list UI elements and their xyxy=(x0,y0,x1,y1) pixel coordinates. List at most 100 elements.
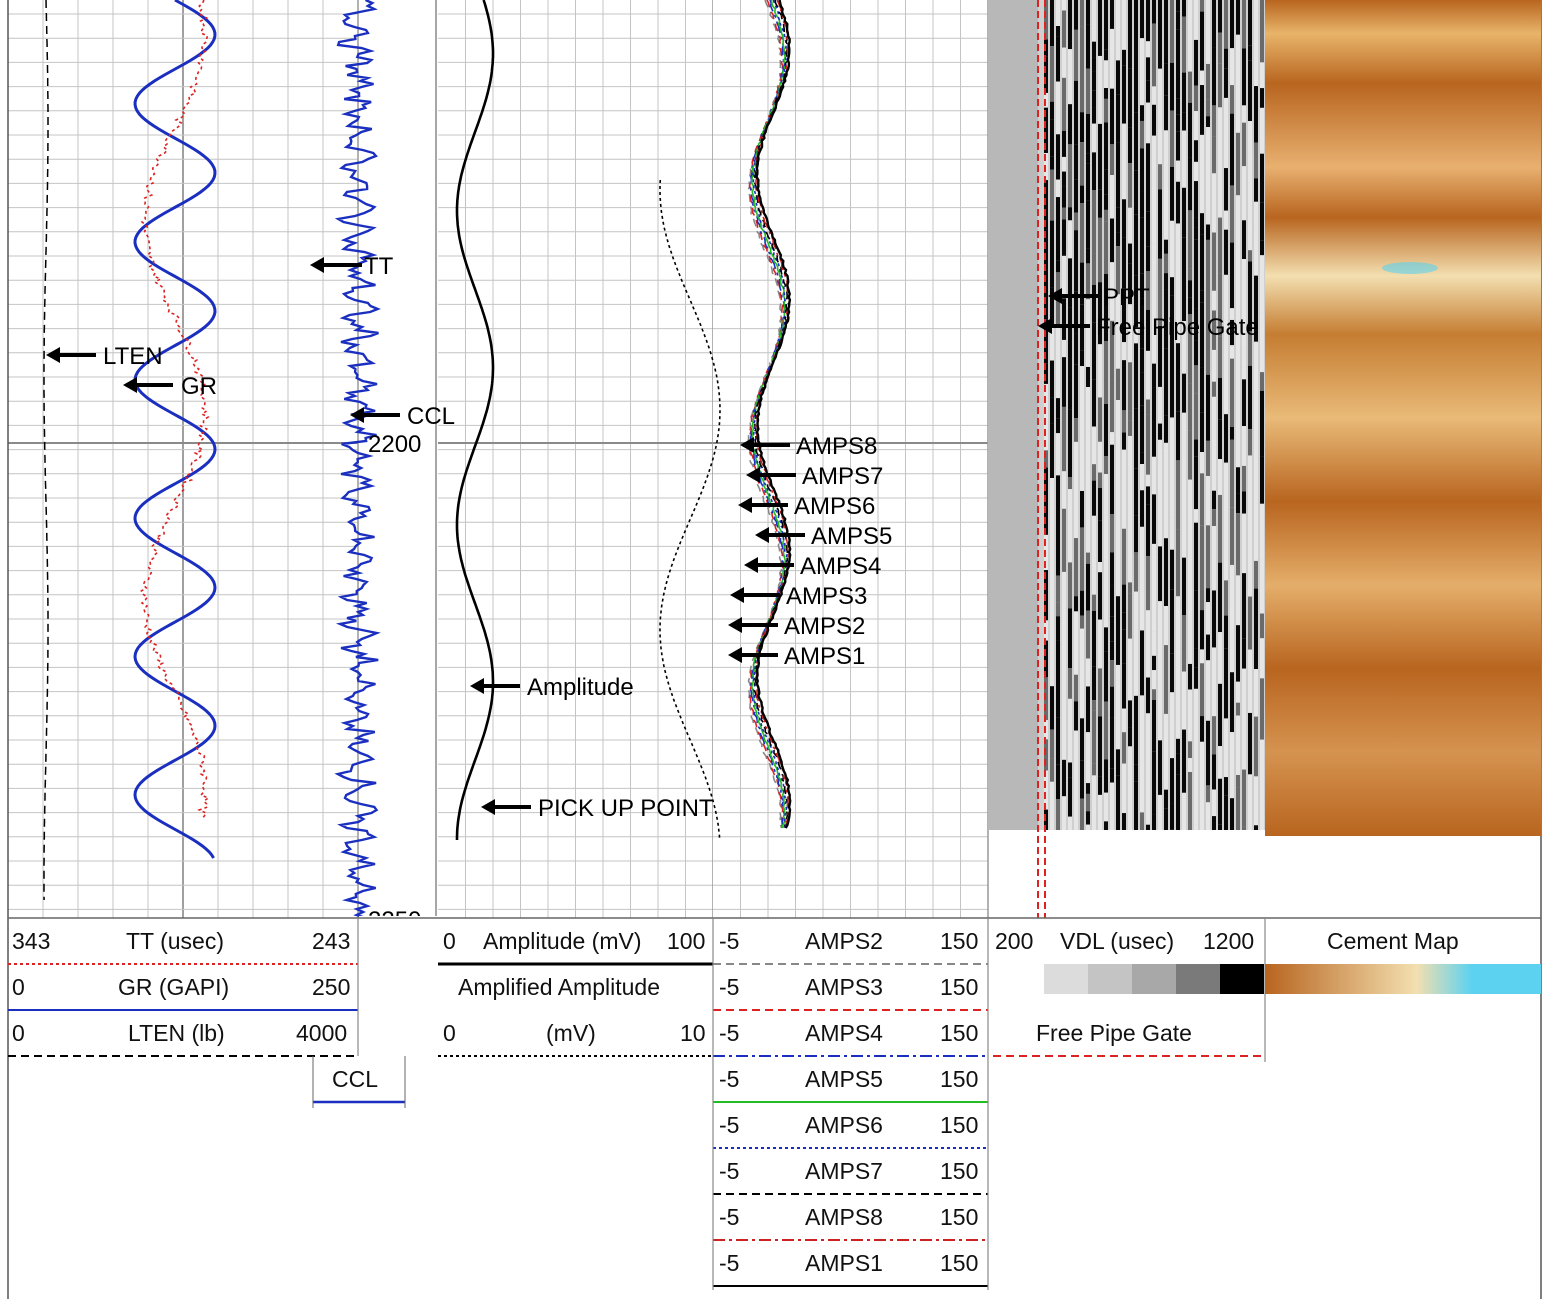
image-tracks xyxy=(988,0,1541,918)
vdl-stripe xyxy=(1182,237,1186,277)
vdl-stripe xyxy=(1164,442,1168,454)
vdl-stripe xyxy=(1230,319,1234,346)
vdl-stripe xyxy=(1062,0,1066,11)
vdl-stripe xyxy=(1218,32,1222,64)
vdl-stripe xyxy=(1182,321,1186,374)
vdl-stripe xyxy=(1170,483,1174,518)
vdl-stripe xyxy=(1236,467,1240,494)
vdl-stripe xyxy=(1218,683,1222,747)
vdl-stripe xyxy=(1074,730,1078,796)
vdl-stripe xyxy=(1248,534,1252,597)
vdl-stripe xyxy=(1194,85,1198,112)
vdl-stripe xyxy=(1068,104,1072,145)
vdl-stripe xyxy=(1188,0,1192,57)
vdl-stripe xyxy=(1218,458,1222,478)
vdl-stripe xyxy=(1254,259,1258,276)
vdl-stripe xyxy=(1200,11,1204,71)
vdl-stripe xyxy=(1110,717,1114,769)
vdl-stripe xyxy=(1152,387,1156,457)
vdl-stripe xyxy=(1086,387,1090,448)
amps-right-scale: 150 xyxy=(940,1020,979,1046)
vdl-stripe xyxy=(1152,610,1156,632)
vdl-stripe xyxy=(1050,156,1054,170)
vdl-stripe xyxy=(1122,732,1126,764)
vdl-stripe xyxy=(1116,664,1120,681)
vdl-stripe xyxy=(1164,239,1168,254)
vdl-stripe xyxy=(1176,0,1180,12)
vdl-stripe xyxy=(1182,112,1186,131)
vdl-stripe xyxy=(1128,561,1132,583)
vdl-stripe xyxy=(1230,185,1234,243)
vdl-stripe xyxy=(1164,95,1168,131)
vdl-stripe xyxy=(1086,447,1090,509)
vdl-stripe xyxy=(1170,758,1174,804)
vdl-stripe xyxy=(1152,494,1156,544)
vdl-stripe xyxy=(1068,0,1072,50)
vdl-stripe xyxy=(1194,181,1198,218)
vdl-stripe xyxy=(1104,701,1108,760)
vdl-stripe xyxy=(1194,111,1198,141)
amps-right-scale: 150 xyxy=(940,1066,979,1092)
vdl-stripe xyxy=(1104,169,1108,195)
vdl-stripe xyxy=(1062,298,1066,340)
vdl-stripe xyxy=(1248,506,1252,535)
vdl-stripe xyxy=(1116,680,1120,750)
vdl-stripe xyxy=(1140,748,1144,762)
vdl-stripe xyxy=(1152,199,1156,245)
amps-annotation-label: AMPS3 xyxy=(786,583,867,610)
vdl-stripe xyxy=(1254,158,1258,179)
tt-right-scale: 243 xyxy=(312,928,351,954)
vdl-stripe xyxy=(1158,724,1162,741)
vdl-stripe xyxy=(1206,634,1210,661)
vdl-stripe xyxy=(1188,268,1192,281)
vdl-stripe xyxy=(1074,629,1078,675)
vdl-stripe xyxy=(1056,398,1060,419)
vdl-stripe xyxy=(1116,775,1120,830)
vdl-stripe xyxy=(1110,798,1114,828)
vdl-stripe xyxy=(1236,212,1240,278)
vdl-stripe xyxy=(1194,11,1198,40)
vdl-stripe xyxy=(1104,60,1108,89)
vdl-stripe xyxy=(1056,475,1060,536)
vdl-stripe xyxy=(1158,740,1162,795)
vdl-stripe xyxy=(1050,360,1054,398)
amps-right-scale: 150 xyxy=(940,974,979,1000)
vdl-stripe xyxy=(1086,783,1090,794)
vdl-stripe xyxy=(1056,418,1060,434)
vdl-stripe xyxy=(1176,131,1180,161)
vdl-stripe xyxy=(1212,381,1216,397)
amplified-left-scale: 0 xyxy=(443,1020,456,1046)
vdl-stripe xyxy=(1140,812,1144,830)
vdl-stripe xyxy=(1224,115,1228,169)
vdl-stripe xyxy=(1140,490,1144,527)
vdl-stripe xyxy=(1074,701,1078,731)
vdl-stripe xyxy=(1224,48,1228,69)
amps-annotation-arrow-head xyxy=(728,617,742,633)
vdl-stripe xyxy=(1254,142,1258,159)
vdl-stripe xyxy=(1218,562,1222,633)
vdl-stripe xyxy=(1176,343,1180,412)
vdl-stripe xyxy=(1128,362,1132,421)
vdl-stripe xyxy=(1236,625,1240,682)
annotations: 22002250TTLTENGRCCLAmplitudePICK UP POIN… xyxy=(46,253,1259,934)
vdl-stripe xyxy=(1080,490,1084,528)
vdl-stripe xyxy=(1110,320,1114,381)
vdl-stripe xyxy=(1200,579,1204,611)
vdl-stripe xyxy=(1092,90,1096,108)
vdl-stripe xyxy=(1152,104,1156,136)
vdl-stripe xyxy=(1206,239,1210,310)
vdl-stripe xyxy=(1134,764,1138,782)
vdl-stripe xyxy=(1122,813,1126,830)
vdl-stripe xyxy=(1128,207,1132,244)
amps-annotation-label: AMPS4 xyxy=(800,553,881,580)
vdl-stripe xyxy=(1218,778,1222,825)
vdl-stripe xyxy=(1152,363,1156,388)
vdl-stripe xyxy=(1140,191,1144,218)
vdl-stripe xyxy=(1224,480,1228,542)
vdl-stripe xyxy=(1212,490,1216,510)
vdl-left-scale: 200 xyxy=(995,928,1034,954)
vdl-stripe xyxy=(1254,178,1258,202)
vdl-stripe xyxy=(1260,153,1264,203)
vdl-stripe xyxy=(1092,822,1096,830)
vdl-stripe xyxy=(1170,417,1174,484)
